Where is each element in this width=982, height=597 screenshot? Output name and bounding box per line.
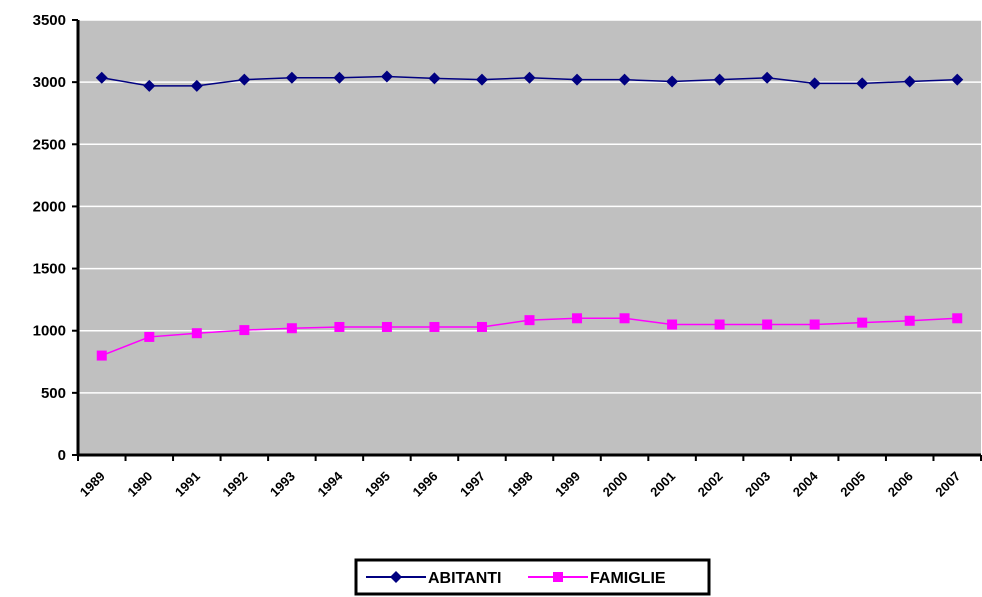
data-point xyxy=(856,77,869,90)
legend-label: ABITANTI xyxy=(428,570,501,587)
data-point xyxy=(333,71,346,84)
data-point xyxy=(428,72,441,85)
data-point xyxy=(143,79,156,92)
data-point xyxy=(857,317,868,328)
x-tick-label: 1997 xyxy=(457,469,488,500)
x-tick-label: 2003 xyxy=(742,469,773,500)
x-tick-label: 1990 xyxy=(124,469,155,500)
data-point xyxy=(190,79,203,92)
legend: ABITANTI FAMIGLIE xyxy=(354,558,711,596)
data-point xyxy=(571,73,584,86)
data-point xyxy=(904,315,915,326)
series-abitanti xyxy=(95,70,964,92)
data-point xyxy=(381,321,392,332)
data-point xyxy=(429,321,440,332)
x-tick-labels: 1989 1990 1991 1992 1993 1994 1995 1996 1997 1998… xyxy=(77,455,982,500)
data-point xyxy=(476,321,487,332)
x-tick-label: 2006 xyxy=(885,469,916,500)
y-tick-label: 1000 xyxy=(33,323,66,340)
data-point xyxy=(903,75,916,88)
data-point xyxy=(95,71,108,84)
data-point xyxy=(952,313,963,324)
x-tick-label: 1996 xyxy=(410,469,441,500)
x-tick-label: 1995 xyxy=(362,469,393,500)
y-tick-label: 0 xyxy=(58,447,66,464)
x-tick-label: 1993 xyxy=(267,469,298,500)
x-tick-label: 1998 xyxy=(505,469,536,500)
y-tick-label: 2500 xyxy=(33,136,66,153)
series-famiglie xyxy=(96,313,963,361)
data-point xyxy=(144,331,155,342)
data-point xyxy=(714,319,725,330)
x-tick-label: 2004 xyxy=(790,468,822,500)
y-tick-label: 1500 xyxy=(33,261,66,278)
data-point xyxy=(380,70,393,83)
y-tick-label: 500 xyxy=(41,385,66,402)
data-point xyxy=(713,73,726,86)
x-tick-label: 2001 xyxy=(647,469,678,500)
data-point xyxy=(619,313,630,324)
y-tick-label: 2000 xyxy=(33,198,66,215)
legend-items: ABITANTI FAMIGLIE xyxy=(366,570,666,587)
data-point xyxy=(475,73,488,86)
x-tick-label: 2000 xyxy=(600,469,631,500)
x-tick-label: 2002 xyxy=(695,469,726,500)
data-point xyxy=(285,71,298,84)
y-tick-labels: 0 500 1000 1500 2000 2500 3000 3500 xyxy=(33,12,78,464)
data-point xyxy=(951,73,964,86)
data-point xyxy=(96,350,107,361)
legend-marker xyxy=(553,572,563,582)
legend-marker xyxy=(390,571,402,583)
data-point xyxy=(762,319,773,330)
legend-label: FAMIGLIE xyxy=(590,570,666,587)
x-tick-label: 1999 xyxy=(552,469,583,500)
series-layer xyxy=(95,70,964,361)
plot-area xyxy=(78,20,981,455)
data-point xyxy=(761,71,774,84)
data-point xyxy=(334,321,345,332)
data-point xyxy=(286,323,297,334)
x-tick-label: 1991 xyxy=(172,469,203,500)
data-point xyxy=(239,325,250,336)
y-tick-label: 3000 xyxy=(33,74,66,91)
data-point xyxy=(524,315,535,326)
data-point xyxy=(618,73,631,86)
data-point xyxy=(191,328,202,339)
x-tick-label: 1992 xyxy=(219,469,250,500)
data-point xyxy=(572,313,583,324)
data-point xyxy=(667,319,678,330)
data-point xyxy=(666,75,679,88)
x-tick-label: 1994 xyxy=(314,468,346,500)
x-tick-label: 2007 xyxy=(932,469,963,500)
x-tick-label: 1989 xyxy=(77,469,108,500)
data-point xyxy=(809,319,820,330)
data-point xyxy=(238,73,251,86)
data-point xyxy=(808,77,821,90)
x-tick-label: 2005 xyxy=(837,469,868,500)
y-tick-label: 3500 xyxy=(33,12,66,29)
data-point xyxy=(523,71,536,84)
